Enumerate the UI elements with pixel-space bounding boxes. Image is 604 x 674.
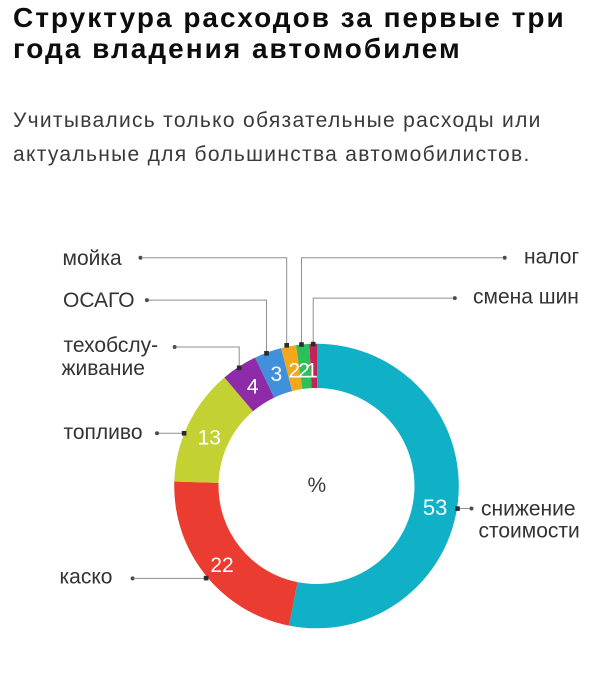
svg-text:4: 4: [247, 375, 259, 398]
svg-text:мойка: мойка: [63, 247, 122, 270]
svg-text:техобслу-: техобслу-: [64, 334, 159, 357]
svg-text:2: 2: [288, 359, 300, 382]
svg-text:снижение: снижение: [481, 498, 576, 521]
svg-text:1: 1: [306, 359, 318, 382]
svg-text:%: %: [307, 474, 326, 497]
svg-text:3: 3: [270, 363, 282, 386]
svg-text:смена шин: смена шин: [473, 286, 579, 309]
svg-text:топливо: топливо: [64, 421, 143, 444]
svg-text:стоимости: стоимости: [479, 520, 580, 543]
svg-text:живание: живание: [62, 357, 145, 380]
svg-text:2: 2: [298, 359, 310, 382]
svg-text:каско: каско: [60, 566, 113, 589]
svg-text:53: 53: [423, 495, 447, 520]
svg-text:ОСАГО: ОСАГО: [63, 289, 135, 312]
svg-text:13: 13: [198, 427, 221, 450]
svg-text:22: 22: [210, 554, 233, 577]
svg-text:налог: налог: [524, 246, 579, 269]
